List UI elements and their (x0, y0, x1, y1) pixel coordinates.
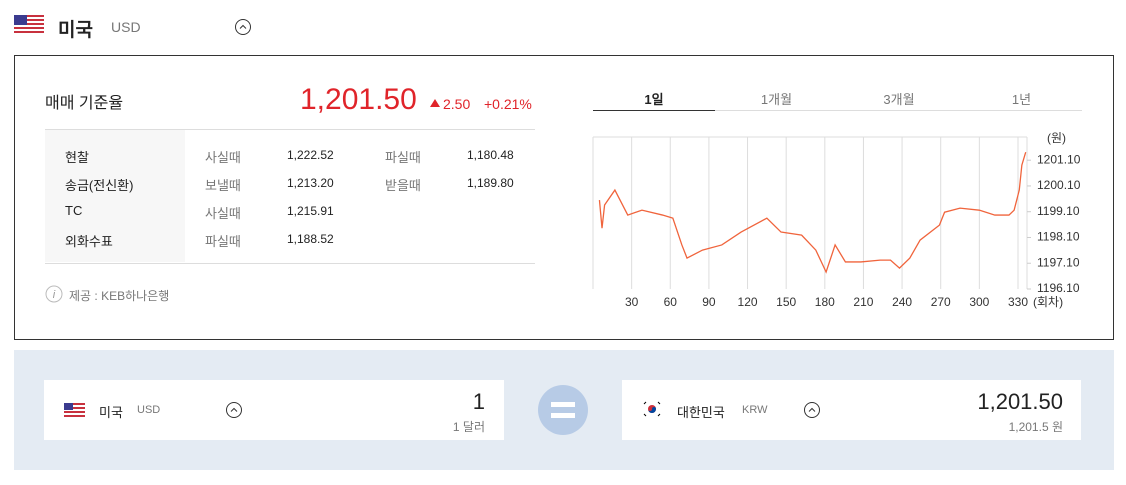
rate-type: 파실때 (205, 234, 241, 249)
row-header: 외화수표 (65, 234, 113, 249)
tab-line (593, 110, 1082, 111)
line (598, 152, 1027, 274)
to-amount-text: 1,201.5 원 (1008, 420, 1063, 434)
x-tick-label: 90 (702, 295, 716, 309)
y-tick-label: 1198.10 (1037, 230, 1080, 244)
y-tick-label: 1197.10 (1037, 255, 1080, 269)
currency-code: USD (111, 19, 141, 35)
rate-value: 1,188.52 (287, 232, 334, 246)
from-amount[interactable]: 1 (472, 389, 485, 414)
tab[interactable]: 3개월 (883, 92, 915, 107)
rate-value: 1,180.48 (467, 148, 514, 162)
tab-selected-line (593, 110, 715, 111)
rate-panel (14, 55, 1114, 340)
to-amount[interactable]: 1,201.50 (977, 389, 1063, 414)
toggle[interactable] (226, 402, 242, 418)
info-icon: i (45, 285, 63, 303)
rate-type: 사실때 (205, 150, 241, 165)
rate-type: 사실때 (205, 206, 241, 221)
x-axis-label: (회차) (1033, 295, 1063, 309)
to-country: 대한민국 (677, 405, 725, 420)
us-flag (64, 403, 85, 417)
x-tick-label: 150 (776, 295, 796, 309)
from-amount-text: 1 달러 (452, 420, 485, 434)
x-tick-label: 120 (738, 295, 758, 309)
x-tick-label: 240 (892, 295, 912, 309)
from-code: USD (137, 404, 161, 416)
y-tick-label: 1200.10 (1037, 178, 1080, 192)
to-code: KRW (742, 404, 768, 416)
y-tick-label: 1201.10 (1037, 152, 1080, 166)
change-percent: +0.21% (484, 96, 532, 112)
y-tick-label: 1196.10 (1037, 281, 1080, 295)
x-tick-label: 60 (664, 295, 678, 309)
rate-value: 1,213.20 (287, 176, 334, 190)
country: 미국 (58, 20, 93, 41)
equals-icon (538, 385, 588, 435)
from-box (44, 380, 504, 440)
from-country: 미국 (99, 405, 123, 420)
rate-value: 1,215.91 (287, 204, 334, 218)
rate-type: 받을때 (385, 178, 421, 193)
svg-text:i: i (53, 289, 56, 301)
x-tick-label: 180 (815, 295, 835, 309)
rate-value: 1,189.80 (467, 176, 514, 190)
y-tick-label: 1199.10 (1037, 204, 1080, 218)
rate-type: 파실때 (385, 150, 421, 165)
rate-type: 보낼때 (205, 178, 241, 193)
x-tick-label: 30 (625, 295, 639, 309)
up-arrow (430, 99, 440, 107)
row-header: 현찰 (65, 150, 89, 165)
change: 2.50 (443, 96, 471, 112)
rate-table (45, 129, 535, 264)
tab[interactable]: 1년 (1011, 92, 1032, 107)
row-header: TC (65, 203, 83, 218)
toggle[interactable] (235, 19, 251, 35)
us-flag (14, 15, 44, 35)
y-axis-label: (원) (1047, 131, 1066, 145)
rate: 1,201.50 (300, 83, 417, 116)
chart: (원) (회차) 30 60 90 120 150 180 210 240 270 300 330 1… (592, 131, 1080, 309)
row-header: 송금(전신환) (65, 178, 134, 193)
kr-flag (642, 401, 662, 417)
tab[interactable]: 1일 (644, 92, 664, 107)
x-tick-label: 210 (853, 295, 873, 309)
x-tick-label: 300 (969, 295, 989, 309)
toggle[interactable] (804, 402, 820, 418)
x-tick-label: 270 (931, 295, 951, 309)
x-tick-label: 330 (1008, 295, 1028, 309)
rate-value: 1,222.52 (287, 148, 334, 162)
panel-title: 매매 기준율 (45, 95, 124, 112)
to-box (622, 380, 1081, 440)
table-header-col (45, 130, 185, 262)
provider: 제공 : KEB하나은행 (69, 289, 170, 303)
tab[interactable]: 1개월 (760, 92, 793, 107)
